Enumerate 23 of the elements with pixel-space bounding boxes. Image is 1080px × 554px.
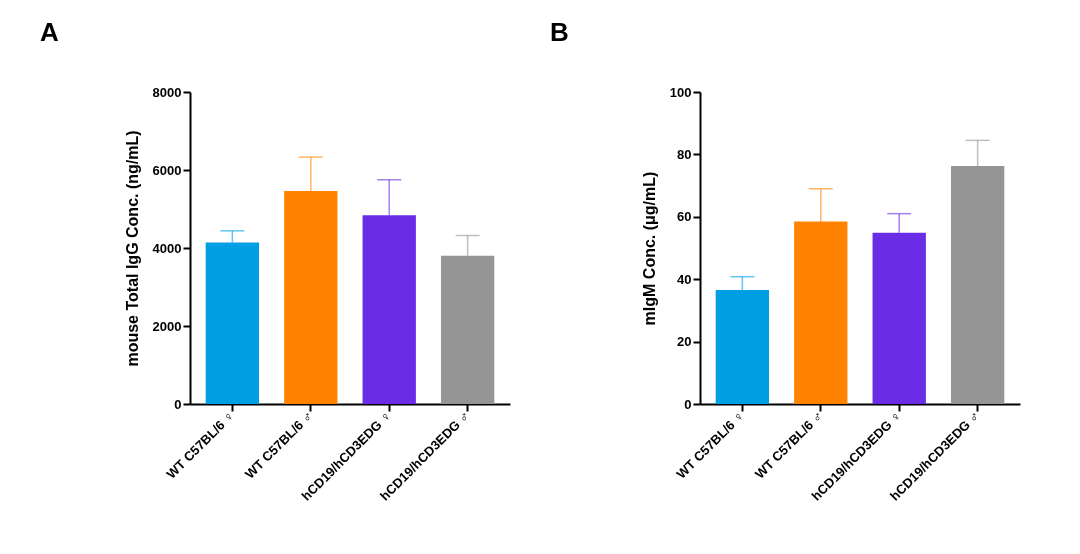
y-tick-label: 2000	[152, 318, 182, 334]
bar	[950, 165, 1005, 404]
bar	[794, 221, 848, 404]
y-tick-label: 60	[677, 209, 692, 225]
y-tick-label: 6000	[152, 162, 182, 178]
chart-title: B	[550, 17, 569, 47]
bar	[440, 255, 495, 404]
y-tick-label: 80	[677, 146, 692, 162]
bar	[872, 232, 926, 404]
bar	[715, 290, 770, 404]
y-tick-label: 20	[677, 334, 692, 350]
y-tick-label: 0	[174, 396, 182, 412]
bar	[362, 215, 416, 404]
y-axis-title: mIgM Conc. (μg/mL)	[640, 171, 658, 326]
chart-title: A	[40, 17, 59, 47]
y-axis-title: mouse Total IgG Conc. (ng/mL)	[123, 130, 141, 367]
y-tick-label: 4000	[152, 240, 182, 256]
y-tick-label: 8000	[152, 84, 182, 100]
y-tick-label: 0	[684, 396, 692, 412]
y-tick-label: 100	[669, 84, 692, 100]
bar	[205, 242, 260, 404]
y-tick-label: 40	[677, 271, 692, 287]
bar	[284, 191, 338, 404]
